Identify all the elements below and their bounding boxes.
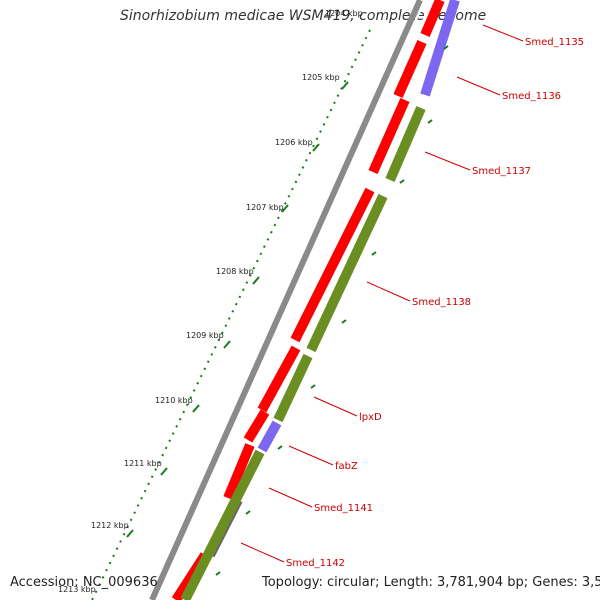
gene-feature[interactable] bbox=[223, 443, 255, 500]
gene-feature[interactable] bbox=[368, 97, 410, 175]
gene-label[interactable]: Smed_1137 bbox=[472, 166, 531, 177]
tick-mark bbox=[215, 571, 221, 576]
reverse-strand bbox=[180, 0, 460, 600]
leader-line bbox=[288, 445, 334, 466]
gene-feature[interactable] bbox=[290, 187, 375, 343]
map-title: Sinorhizobium medicae WSM419, complete g… bbox=[120, 8, 487, 24]
forward-strand bbox=[171, 0, 445, 600]
gene-feature[interactable] bbox=[306, 193, 388, 353]
tick-label: 1213 kbp bbox=[58, 585, 96, 594]
tick-mark bbox=[192, 404, 200, 413]
tick-label: 1205 kbp bbox=[302, 73, 340, 82]
inner-ticks bbox=[215, 45, 449, 576]
gene-label[interactable]: Smed_1141 bbox=[314, 503, 373, 514]
label-leaders bbox=[240, 24, 524, 563]
gene-label[interactable]: fabZ bbox=[335, 461, 358, 472]
gene-label[interactable]: Smed_1138 bbox=[412, 297, 471, 308]
gene-feature[interactable] bbox=[273, 353, 313, 423]
tick-label: 1206 kbp bbox=[275, 138, 313, 147]
tick-mark bbox=[341, 319, 347, 324]
tick-mark bbox=[245, 510, 251, 515]
tick-mark bbox=[399, 179, 405, 184]
gene-label[interactable]: lpxD bbox=[359, 412, 382, 423]
tick-label: 1208 kbp bbox=[216, 267, 254, 276]
tick-mark bbox=[281, 204, 289, 213]
gene-label[interactable]: Smed_1136 bbox=[502, 91, 561, 102]
tick-label: 1210 kbp bbox=[155, 396, 193, 405]
tick-mark bbox=[310, 384, 316, 389]
backbone-outer bbox=[149, 0, 423, 600]
ruler-dotted-line bbox=[91, 29, 371, 600]
tick-mark bbox=[277, 445, 283, 450]
tick-mark bbox=[341, 81, 349, 90]
gene-feature[interactable] bbox=[243, 409, 270, 443]
ruler-ticks: 1204 kbp 1205 kbp 1206 kbp 1207 kbp 1208… bbox=[58, 9, 363, 594]
leader-line bbox=[313, 396, 358, 417]
tick-mark bbox=[126, 529, 134, 538]
tick-mark bbox=[371, 251, 377, 256]
leader-line bbox=[482, 24, 524, 42]
leader-line bbox=[268, 487, 313, 508]
tick-label: 1212 kbp bbox=[91, 521, 129, 530]
tick-label: 1209 kbp bbox=[186, 331, 224, 340]
tick-mark bbox=[312, 143, 320, 152]
backbone-inner bbox=[156, 0, 426, 600]
tick-label: 1207 kbp bbox=[246, 203, 284, 212]
accession-label: Accession: NC_009636 bbox=[10, 575, 158, 590]
genome-summary: Topology: circular; Length: 3,781,904 bp… bbox=[262, 575, 600, 590]
gene-labels: Smed_1135 Smed_1136 Smed_1137 Smed_1138 … bbox=[286, 37, 584, 569]
tick-mark bbox=[252, 276, 260, 285]
gene-feature[interactable] bbox=[385, 106, 426, 182]
gene-feature[interactable] bbox=[180, 449, 265, 600]
tick-mark bbox=[427, 119, 433, 124]
tick-mark bbox=[223, 340, 231, 349]
leader-line bbox=[240, 542, 285, 563]
gene-label[interactable]: Smed_1135 bbox=[525, 37, 584, 48]
rna-feature[interactable] bbox=[257, 420, 282, 453]
tick-mark bbox=[443, 45, 449, 50]
leader-line bbox=[424, 151, 471, 171]
gene-feature[interactable] bbox=[393, 39, 427, 99]
gene-feature[interactable] bbox=[257, 345, 301, 413]
tick-label: 1204 kbp bbox=[325, 9, 363, 18]
tick-label: 1211 kbp bbox=[124, 459, 162, 468]
rna-feature[interactable] bbox=[420, 0, 460, 97]
gene-label[interactable]: Smed_1142 bbox=[286, 558, 345, 569]
gene-feature[interactable] bbox=[420, 0, 445, 37]
leader-line bbox=[366, 281, 411, 302]
leader-line bbox=[456, 76, 501, 96]
tick-mark bbox=[160, 467, 168, 476]
